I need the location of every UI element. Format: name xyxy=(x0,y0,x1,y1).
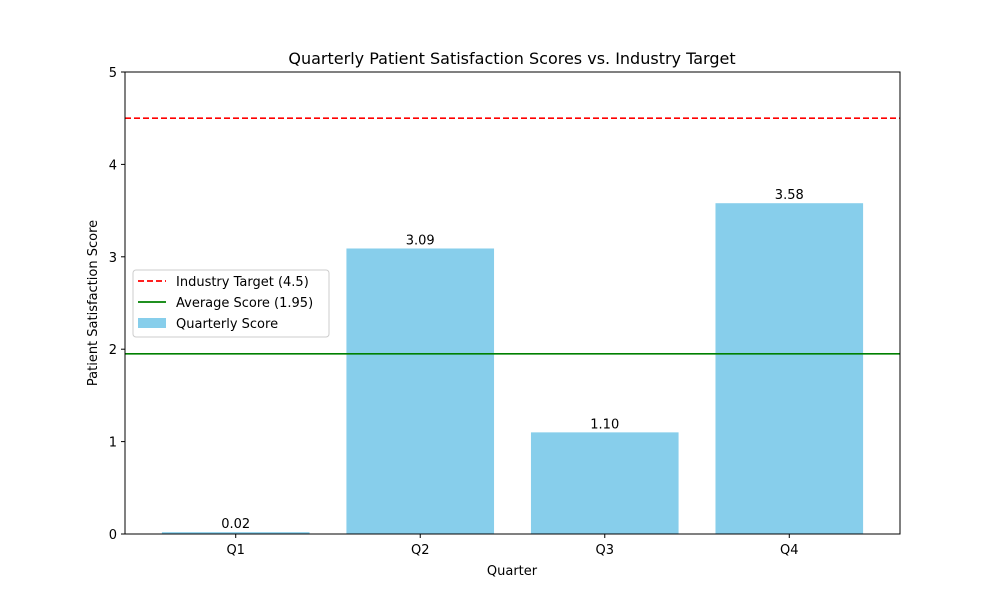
data-label-q1: 0.02 xyxy=(221,517,250,532)
legend: Industry Target (4.5) Average Score (1.95… xyxy=(132,269,330,338)
y-tick-label: 1 xyxy=(109,436,117,451)
bar-q4 xyxy=(715,203,864,534)
x-tick-label-q1: Q1 xyxy=(226,543,245,558)
x-tick-label-q2: Q2 xyxy=(411,543,430,558)
legend-industry-target-label: Industry Target (4.5) xyxy=(176,275,309,290)
y-tick-label: 2 xyxy=(109,343,117,358)
y-axis-ticks: 0 1 2 3 4 5 xyxy=(109,66,125,543)
chart-title: Quarterly Patient Satisfaction Scores vs… xyxy=(288,49,735,68)
y-tick-label: 4 xyxy=(109,158,117,173)
data-label-q4: 3.58 xyxy=(775,188,804,203)
bar-q2 xyxy=(346,248,495,534)
x-tick-label-q3: Q3 xyxy=(596,543,615,558)
bars-layer xyxy=(161,203,864,534)
x-axis-ticks: Q1 Q2 Q3 Q4 xyxy=(226,534,799,558)
bar-q1 xyxy=(161,532,310,534)
y-tick-label: 3 xyxy=(109,251,117,266)
x-axis-title: Quarter xyxy=(487,564,538,579)
legend-quarterly-score-swatch xyxy=(138,318,166,328)
legend-average-score-label: Average Score (1.95) xyxy=(176,296,313,311)
data-label-q2: 3.09 xyxy=(406,233,435,248)
plot-frame xyxy=(124,71,901,535)
y-tick-label: 5 xyxy=(109,66,117,81)
y-tick-label: 0 xyxy=(109,528,117,543)
x-tick-label-q4: Q4 xyxy=(780,543,799,558)
data-labels-layer: 0.02 3.09 1.10 3.58 xyxy=(221,188,804,532)
legend-quarterly-score-label: Quarterly Score xyxy=(176,317,278,332)
y-axis-title: Patient Satisfaction Score xyxy=(86,220,101,386)
legend-box xyxy=(132,269,330,338)
bar-q3 xyxy=(530,432,679,534)
data-label-q3: 1.10 xyxy=(590,417,619,432)
reference-lines-layer xyxy=(125,117,900,355)
